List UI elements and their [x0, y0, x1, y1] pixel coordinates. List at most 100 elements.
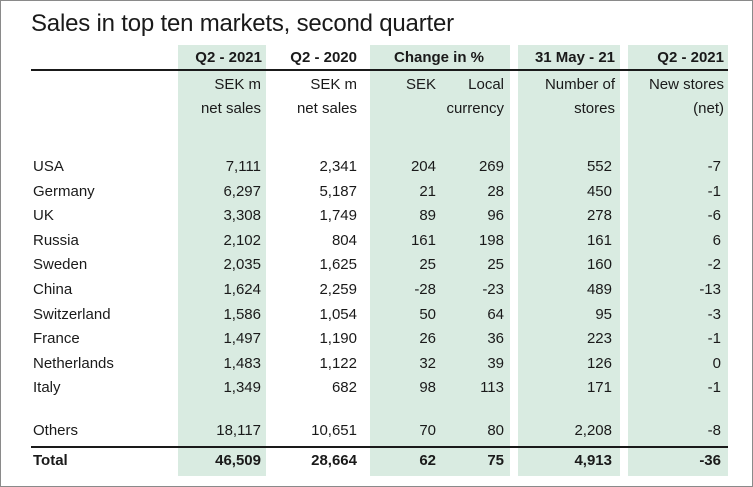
sub-sekm-2020: SEK m [310, 76, 357, 93]
table-cell: 7,111 [225, 158, 261, 175]
table-row: Russia 2,102 804 161 198 161 6 [0, 232, 753, 256]
table-cell: -28 [414, 281, 436, 298]
table-row: France 1,497 1,190 26 36 223 -1 [0, 330, 753, 354]
table-cell: 1,625 [319, 256, 357, 273]
table-cell: 50 [419, 306, 436, 323]
sub-net-sales-2021: net sales [200, 100, 261, 117]
table-cell: 1,497 [223, 330, 261, 347]
sub-currency: currency [446, 100, 504, 117]
row-label: China [33, 281, 73, 298]
table-cell: 2,035 [223, 256, 261, 273]
sub-net-sales-2020: net sales [296, 100, 357, 117]
table-cell: 70 [419, 422, 436, 439]
header-change: Change in % [393, 49, 484, 66]
table-cell: 450 [586, 183, 612, 200]
table-cell: -8 [707, 422, 721, 439]
table-cell: 2,341 [319, 158, 357, 175]
table-cell: 18,117 [216, 422, 261, 439]
table-cell: 204 [410, 158, 436, 175]
table-row: UK 3,308 1,749 89 96 278 -6 [0, 207, 753, 231]
table-row: USA 7,111 2,341 204 269 552 -7 [0, 158, 753, 182]
table-cell: 3,308 [223, 207, 261, 224]
table-cell: 2,208 [574, 422, 612, 439]
row-label: Sweden [33, 256, 88, 273]
table-cell: 98 [419, 379, 436, 396]
table-cell: 160 [586, 256, 612, 273]
row-label: Russia [33, 232, 79, 249]
table-cell: 1,054 [319, 306, 357, 323]
row-label: Italy [33, 379, 61, 396]
table-cell: 21 [419, 183, 436, 200]
table-cell: 1,749 [319, 207, 357, 224]
row-label: Germany [33, 183, 95, 200]
table-cell: 28 [487, 183, 504, 200]
table-cell: 64 [487, 306, 504, 323]
table-cell: 2,102 [223, 232, 261, 249]
table-cell: -2 [707, 256, 721, 273]
table-cell: 28,664 [311, 452, 357, 469]
table-cell: -6 [707, 207, 721, 224]
table-cell: 198 [478, 232, 504, 249]
table-cell: 95 [595, 306, 612, 323]
table-row: Switzerland 1,586 1,054 50 64 95 -3 [0, 306, 753, 330]
others-row: Others 18,117 10,651 70 80 2,208 -8 [0, 422, 753, 446]
header-q2-2021: Q2 - 2021 [195, 49, 262, 66]
header-q2-2021-new: Q2 - 2021 [657, 49, 724, 66]
table-cell: 1,190 [319, 330, 357, 347]
table-cell: 161 [586, 232, 612, 249]
sub-number-of: Number of [544, 76, 615, 93]
band-change [370, 45, 510, 476]
table-cell: 804 [331, 232, 357, 249]
table-cell: 6 [712, 232, 721, 249]
table-cell: 10,651 [311, 422, 357, 439]
row-label: Total [33, 452, 68, 469]
row-label: France [33, 330, 80, 347]
table-cell: 171 [586, 379, 612, 396]
band-stores [518, 45, 620, 476]
table-cell: 46,509 [215, 452, 261, 469]
table-cell: 1,349 [223, 379, 261, 396]
band-new-stores [628, 45, 728, 476]
table-row: Italy 1,349 682 98 113 171 -1 [0, 379, 753, 403]
table-cell: 4,913 [574, 452, 612, 469]
table-cell: 5,187 [319, 183, 357, 200]
row-label: USA [33, 158, 64, 175]
table-cell: 126 [586, 355, 612, 372]
table-cell: -3 [707, 306, 721, 323]
table-cell: 80 [487, 422, 504, 439]
row-label: Netherlands [33, 355, 114, 372]
table-cell: 113 [480, 379, 504, 396]
table-cell: 489 [586, 281, 612, 298]
row-label: Switzerland [33, 306, 111, 323]
table-cell: 96 [487, 207, 504, 224]
header-31-may: 31 May - 21 [534, 49, 615, 66]
table-cell: 269 [478, 158, 504, 175]
table-cell: 278 [586, 207, 612, 224]
sub-new-stores: New stores [648, 76, 724, 93]
table-row: Germany 6,297 5,187 21 28 450 -1 [0, 183, 753, 207]
table-cell: 223 [586, 330, 612, 347]
table-cell: 36 [487, 330, 504, 347]
sub-sek: SEK [405, 76, 436, 93]
table-cell: -7 [707, 158, 721, 175]
table-cell: 682 [331, 379, 357, 396]
table-cell: 62 [419, 452, 436, 469]
table-cell: 26 [419, 330, 436, 347]
table-cell: 39 [487, 355, 504, 372]
table-cell: 75 [487, 452, 504, 469]
row-label: Others [33, 422, 79, 439]
table-row: China 1,624 2,259 -28 -23 489 -13 [0, 281, 753, 305]
table-cell: 25 [487, 256, 504, 273]
table-cell: 1,483 [223, 355, 261, 372]
page-title: Sales in top ten markets, second quarter [31, 10, 454, 37]
table-cell: -23 [482, 281, 504, 298]
total-row: Total 46,509 28,664 62 75 4,913 -36 [0, 452, 753, 476]
header-rule [31, 69, 728, 71]
table-cell: 161 [410, 232, 436, 249]
total-rule [31, 446, 728, 448]
table-cell: 89 [419, 207, 436, 224]
table-cell: 552 [586, 158, 612, 175]
table-cell: -1 [707, 379, 721, 396]
band-q2-2021 [178, 45, 266, 476]
table-cell: 1,624 [223, 281, 261, 298]
